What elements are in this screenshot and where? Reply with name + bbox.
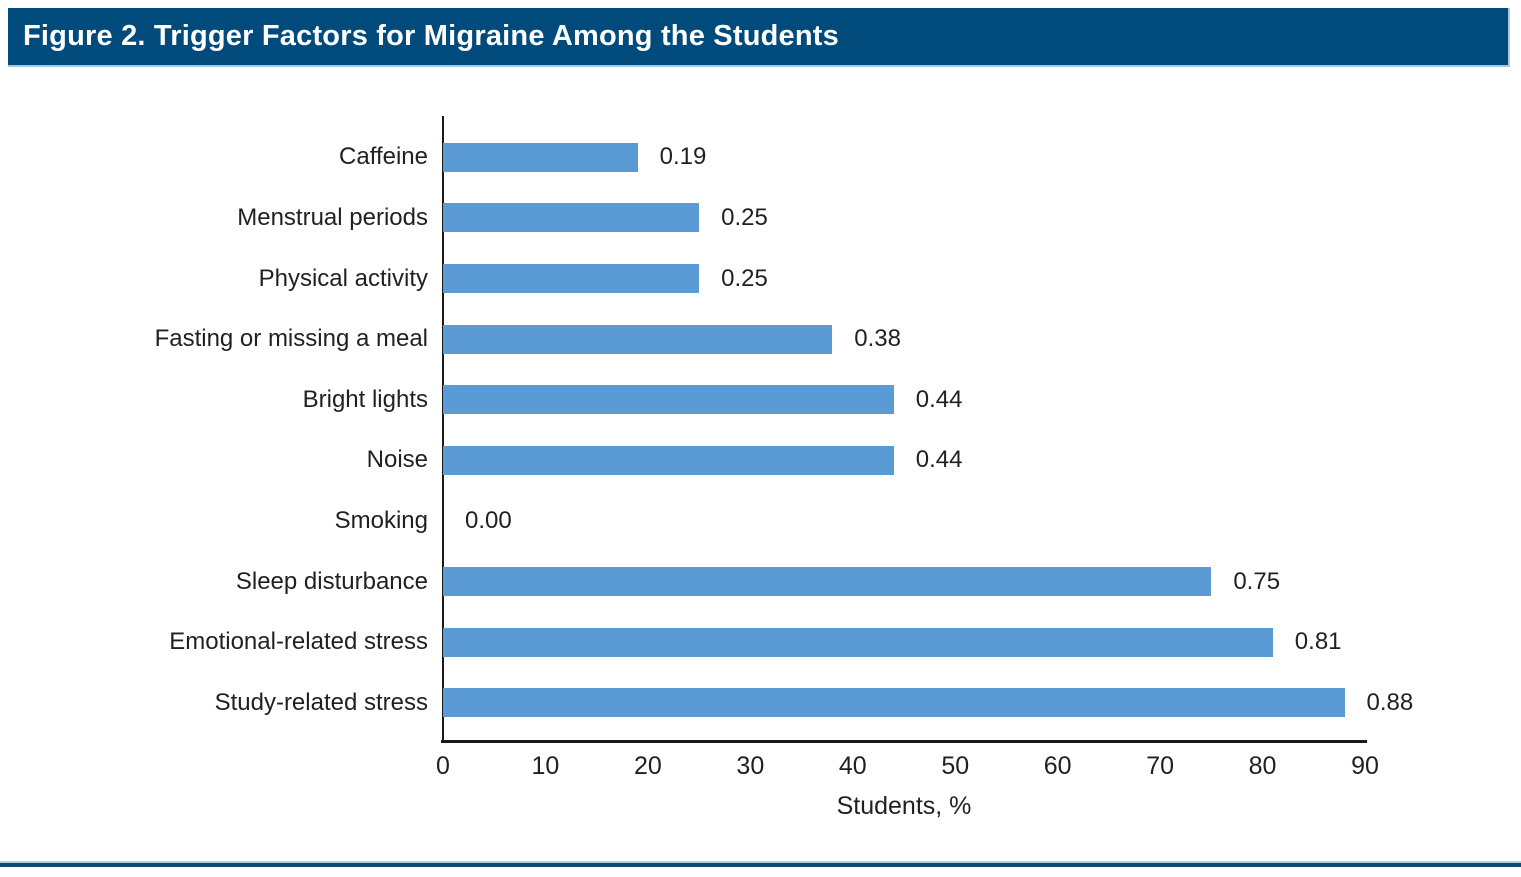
category-label: Caffeine bbox=[339, 143, 428, 171]
x-axis-title: Students, % bbox=[836, 792, 972, 820]
x-tick-label: 10 bbox=[531, 752, 560, 780]
bar-value-label: 0.25 bbox=[721, 264, 768, 292]
bottom-rule bbox=[0, 861, 1521, 867]
bar bbox=[443, 627, 1273, 657]
bar-value-label: 0.19 bbox=[659, 143, 707, 171]
category-label: Sleep disturbance bbox=[235, 567, 428, 595]
x-tick-label: 60 bbox=[1043, 752, 1072, 780]
x-tick-label: 80 bbox=[1248, 752, 1277, 780]
bar bbox=[443, 142, 638, 172]
x-axis-line bbox=[441, 740, 1367, 743]
x-tick-label: 50 bbox=[941, 752, 970, 780]
x-tick-label: 40 bbox=[838, 752, 867, 780]
bar bbox=[443, 688, 1345, 718]
category-label: Noise bbox=[366, 446, 428, 474]
y-axis-line bbox=[442, 116, 444, 743]
bar-value-label: 0.44 bbox=[915, 385, 963, 413]
bar bbox=[443, 203, 700, 233]
x-tick-label: 70 bbox=[1146, 752, 1175, 780]
bar-value-label: 0.38 bbox=[854, 325, 901, 353]
bar-value-label: 0.44 bbox=[915, 446, 963, 474]
category-label: Emotional-related stress bbox=[169, 628, 428, 656]
x-tick-label: 30 bbox=[736, 752, 765, 780]
x-tick-label: 20 bbox=[633, 752, 662, 780]
bar bbox=[443, 324, 833, 354]
bar-value-label: 0.81 bbox=[1294, 628, 1342, 656]
category-label: Study-related stress bbox=[214, 688, 428, 716]
category-label: Physical activity bbox=[258, 264, 428, 292]
bar bbox=[443, 385, 894, 415]
bar bbox=[443, 445, 894, 475]
category-label: Fasting or missing a meal bbox=[154, 325, 428, 353]
figure-title: Figure 2. Trigger Factors for Migraine A… bbox=[23, 20, 839, 52]
bar bbox=[443, 567, 1212, 596]
bar-value-label: 0.25 bbox=[721, 203, 768, 231]
category-label: Menstrual periods bbox=[237, 203, 428, 231]
x-tick-label: 0 bbox=[436, 752, 450, 780]
bar bbox=[443, 264, 700, 293]
figure-title-bar: Figure 2. Trigger Factors for Migraine A… bbox=[8, 8, 1510, 67]
bar-value-label: 0.00 bbox=[465, 506, 512, 534]
bar-value-label: 0.88 bbox=[1366, 688, 1414, 716]
category-label: Smoking bbox=[334, 506, 428, 534]
x-tick-label: 90 bbox=[1351, 752, 1379, 780]
category-label: Bright lights bbox=[302, 385, 428, 413]
bar-value-label: 0.75 bbox=[1233, 567, 1281, 595]
